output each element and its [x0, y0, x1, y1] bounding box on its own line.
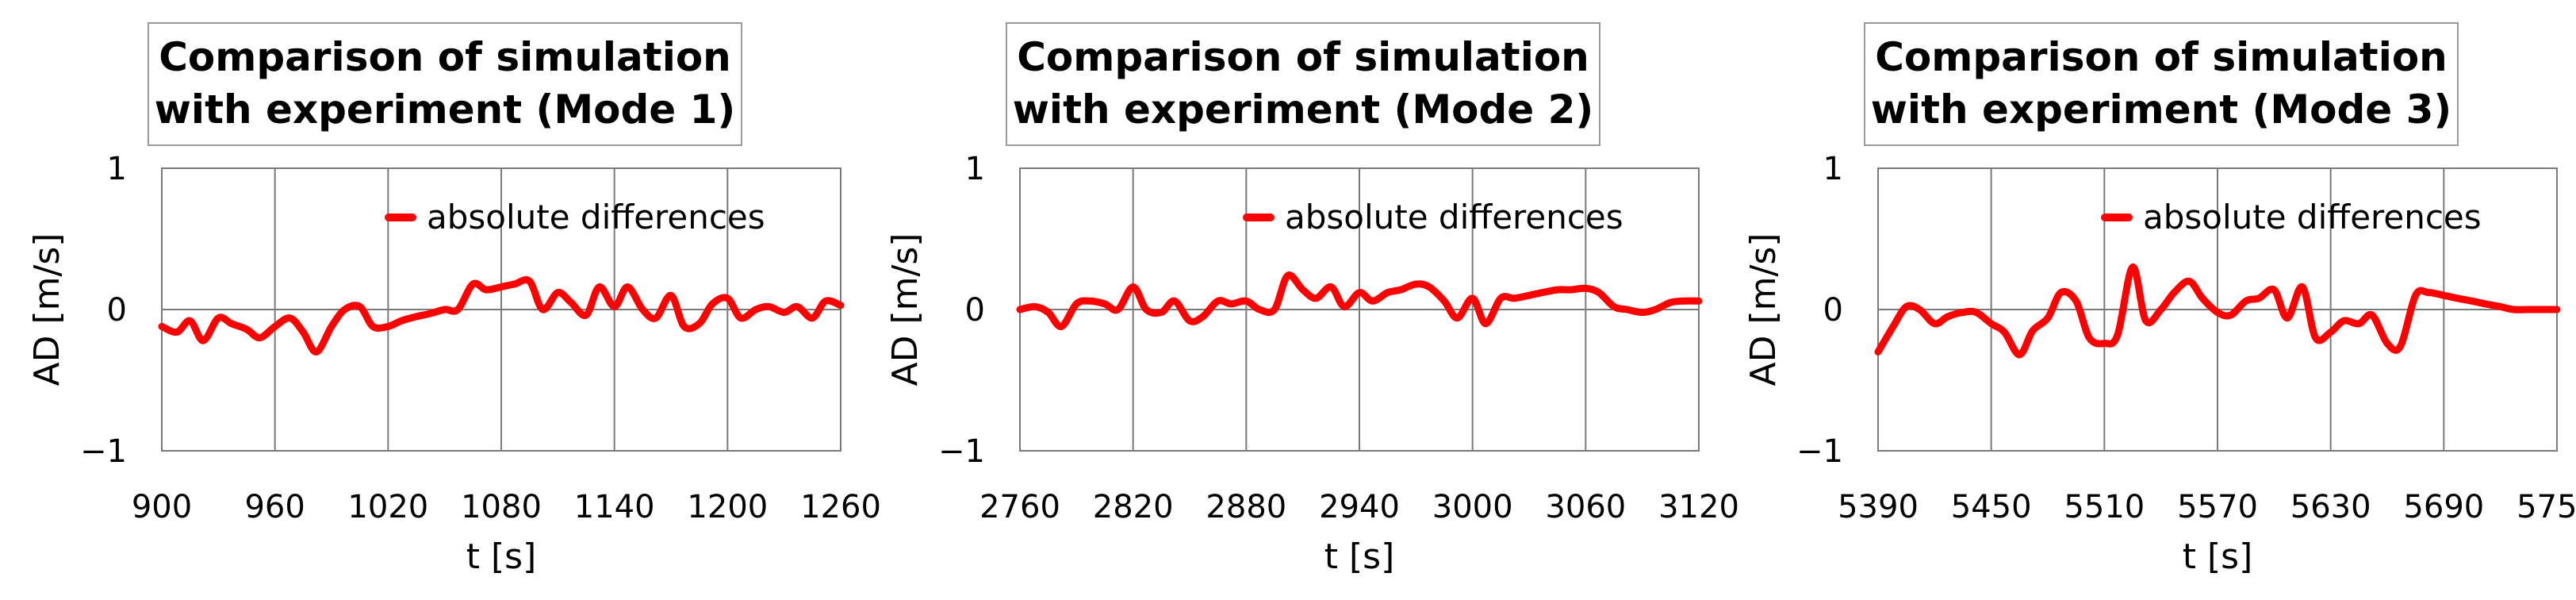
x-tick-label: 2820 — [1093, 489, 1174, 525]
y-tick-label: 0 — [965, 292, 985, 329]
x-tick-label: 2940 — [1319, 489, 1400, 525]
x-tick-label: 1260 — [800, 489, 881, 525]
line-chart-mode-3: absolute differences 1 0 −1 5390 5450 5510 5570… — [1743, 151, 2576, 577]
chart-title-line-2: with experiment (Mode 1) — [154, 87, 736, 133]
x-tick-label: 5570 — [2177, 489, 2258, 525]
x-tick-label: 3060 — [1545, 489, 1626, 525]
chart-panel-mode-2: Comparison of simulation with experiment… — [858, 0, 1739, 600]
y-axis-label: AD [m/s] — [1743, 233, 1784, 387]
chart-title-line-2: with experiment (Mode 2) — [1012, 87, 1594, 133]
y-tick-label: 1 — [107, 151, 127, 187]
x-tick-label: 1140 — [574, 489, 655, 525]
legend-label: absolute differences — [2143, 198, 2482, 237]
series-line-absolute-differences — [158, 276, 845, 356]
y-tick-label: 0 — [1823, 292, 1843, 329]
x-tick-label: 2760 — [979, 489, 1060, 525]
x-tick-label: 1080 — [461, 489, 542, 525]
chart-title-line-1: Comparison of simulation — [159, 34, 731, 80]
y-tick-label: −1 — [938, 433, 985, 470]
chart-title-box: Comparison of simulation with experiment… — [1006, 22, 1600, 146]
x-tick-label: 1020 — [347, 489, 428, 525]
x-tick-label: 900 — [132, 489, 192, 525]
x-tick-label: 3000 — [1432, 489, 1513, 525]
x-axis-label: t [s] — [1324, 537, 1395, 577]
y-tick-label: −1 — [1796, 433, 1843, 470]
x-tick-label: 5390 — [1838, 489, 1919, 525]
x-tick-label: 5630 — [2290, 489, 2371, 525]
x-axis-label: t [s] — [2183, 537, 2253, 577]
x-tick-label: 960 — [244, 489, 305, 525]
series-line-absolute-differences — [1016, 271, 1703, 330]
x-axis-label: t [s] — [466, 537, 537, 577]
plot-frame — [161, 167, 841, 452]
series-line-absolute-differences — [1874, 263, 2561, 359]
y-tick-label: −1 — [80, 433, 127, 470]
chart-title-line-2: with experiment (Mode 3) — [1870, 87, 2452, 133]
line-chart-mode-2: absolute differences 1 0 −1 2760 2820 2880 2940… — [885, 151, 1739, 577]
chart-title-line-1: Comparison of simulation — [1017, 34, 1589, 80]
y-tick-label: 1 — [965, 151, 985, 187]
chart-title-box: Comparison of simulation with experiment… — [148, 22, 742, 146]
y-tick-label: 0 — [107, 292, 127, 329]
x-tick-label: 5690 — [2403, 489, 2484, 525]
y-axis-label: AD [m/s] — [27, 233, 67, 387]
chart-panel-mode-1: Comparison of simulation with experiment… — [0, 0, 881, 600]
x-tick-label: 3120 — [1658, 489, 1739, 525]
x-tick-label: 2880 — [1206, 489, 1286, 525]
legend-label: absolute differences — [427, 198, 765, 237]
legend-label: absolute differences — [1285, 198, 1623, 237]
x-tick-label: 5450 — [1951, 489, 2032, 525]
chart-title-box: Comparison of simulation with experiment… — [1864, 22, 2459, 146]
chart-title-line-1: Comparison of simulation — [1875, 34, 2448, 80]
x-tick-label: 5750 — [2517, 489, 2576, 525]
chart-panel-mode-3: Comparison of simulation with experiment… — [1716, 0, 2576, 600]
y-tick-label: 1 — [1823, 151, 1843, 187]
x-tick-label: 5510 — [2064, 489, 2145, 525]
y-axis-label: AD [m/s] — [885, 233, 926, 387]
x-tick-label: 1200 — [687, 489, 768, 525]
